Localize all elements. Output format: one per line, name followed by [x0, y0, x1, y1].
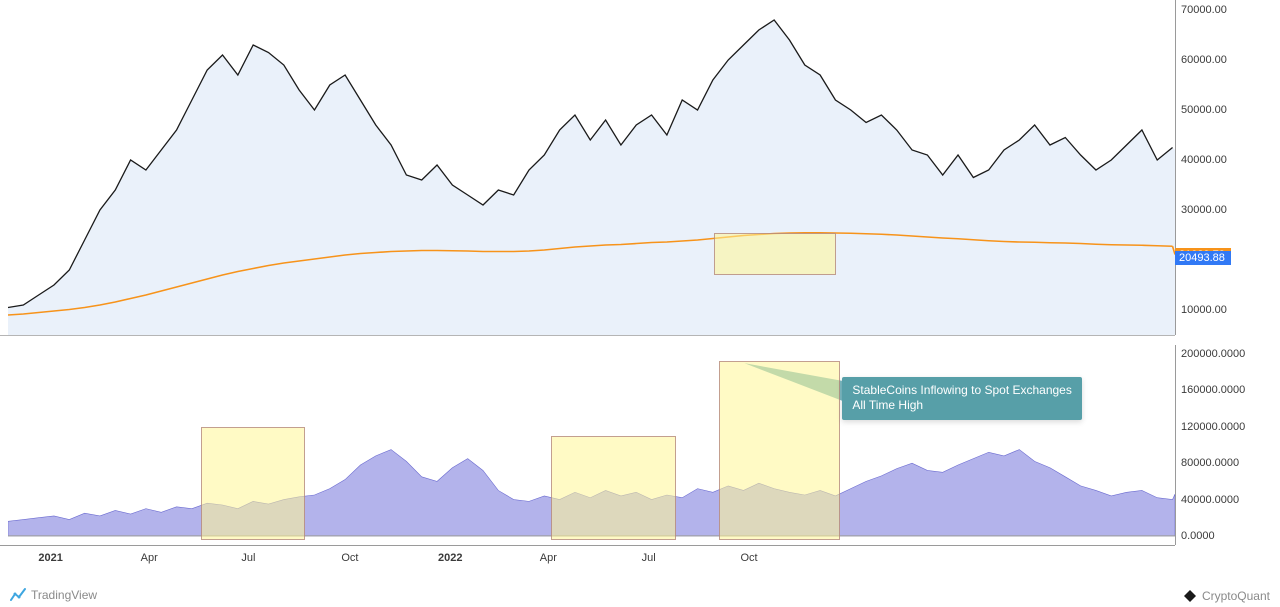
price-ytick: 30000.00 [1181, 204, 1227, 216]
cryptoquant-icon [1183, 589, 1197, 603]
time-tick: Apr [141, 552, 158, 564]
callout-line: All Time High [852, 398, 1071, 414]
time-axis: 2021 Apr Jul Oct 2022 Apr Jul Oct [0, 545, 1175, 571]
inflow-pane[interactable]: StableCoins Inflowing to Spot ExchangesA… [0, 345, 1280, 545]
time-tick: 2021 [38, 552, 62, 564]
callout-line: StableCoins Inflowing to Spot Exchanges [852, 383, 1071, 399]
time-tick: Oct [341, 552, 358, 564]
cryptoquant-branding: CryptoQuant [1183, 589, 1270, 603]
inflow-ytick: 200000.0000 [1181, 348, 1245, 360]
price-series-svg [8, 0, 1175, 335]
time-tick: Jul [241, 552, 255, 564]
price-ytick: 10000.00 [1181, 304, 1227, 316]
price-tag: 20493.88 [1175, 251, 1231, 265]
chart-root: 10000.0020000.0030000.0040000.0050000.00… [0, 0, 1280, 607]
pane-separator [0, 335, 1175, 336]
time-tick: Apr [540, 552, 557, 564]
inflow-y-axis: 0.0000 40000.0000 80000.0000 120000.0000 160… [1175, 345, 1280, 545]
price-ytick: 70000.00 [1181, 4, 1227, 16]
time-tick: Oct [740, 552, 757, 564]
callout-annotation: StableCoins Inflowing to Spot ExchangesA… [842, 377, 1081, 420]
tradingview-icon [10, 587, 26, 603]
tradingview-label: TradingView [31, 588, 97, 602]
cryptoquant-label: CryptoQuant [1202, 589, 1270, 603]
tradingview-branding: TradingView [10, 587, 97, 603]
inflow-ytick: 80000.0000 [1181, 457, 1239, 469]
price-ytick: 50000.00 [1181, 104, 1227, 116]
inflow-plot-area: StableCoins Inflowing to Spot ExchangesA… [8, 345, 1176, 545]
inflow-ytick: 120000.0000 [1181, 421, 1245, 433]
time-tick: Jul [642, 552, 656, 564]
price-plot-area [8, 0, 1176, 335]
price-pane[interactable]: 10000.0020000.0030000.0040000.0050000.00… [0, 0, 1280, 335]
inflow-ytick: 0.0000 [1181, 530, 1215, 542]
inflow-ytick: 40000.0000 [1181, 494, 1239, 506]
inflow-ytick: 160000.0000 [1181, 384, 1245, 396]
inflow-series-svg [8, 345, 1175, 545]
time-tick: 2022 [438, 552, 462, 564]
price-y-axis: 10000.0020000.0030000.0040000.0050000.00… [1175, 0, 1280, 335]
price-ytick: 60000.00 [1181, 54, 1227, 66]
price-ytick: 40000.00 [1181, 154, 1227, 166]
